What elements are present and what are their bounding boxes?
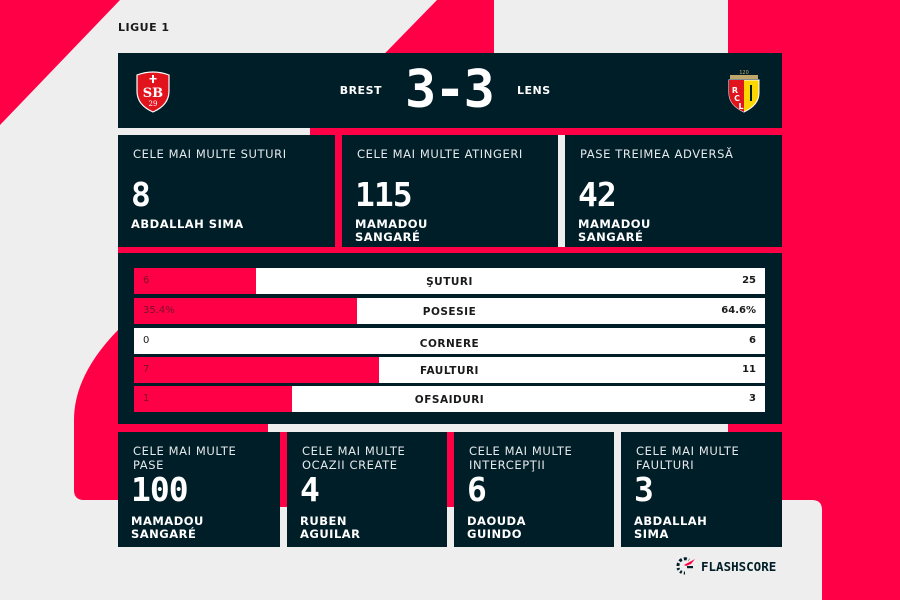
svg-text:SB: SB xyxy=(143,86,163,101)
card-value: 100 xyxy=(131,470,189,509)
lens-crest-icon: 120 R C L xyxy=(728,70,760,113)
player-last-name: SANGARÉ xyxy=(578,230,644,244)
brest-crest-icon: SB 29 xyxy=(136,71,170,113)
svg-text:R: R xyxy=(732,86,738,95)
card-label: CELE MAI MULTE OCAZII CREATE xyxy=(302,444,437,472)
player-first-name: ABDALLAH xyxy=(634,514,708,528)
card-player: ABDALLAH SIMA xyxy=(634,515,707,541)
card-label-line: FAULTURI xyxy=(636,458,695,472)
home-share-bar xyxy=(134,298,358,324)
card-value: 4 xyxy=(300,470,320,509)
stat-card-most-touches: CELE MAI MULTE ATINGERI 115 MAMADOU SANG… xyxy=(342,135,558,247)
stat-card-final-third-passes: PASE TREIMEA ADVERSĂ 42 MAMADOU SANGARÉ xyxy=(565,135,782,247)
team-stats-panel: 6 ŞUTURI 25 35.4% POSESIE 64.6% 0 CORNER… xyxy=(118,253,782,424)
player-first-name: MAMADOU xyxy=(131,514,204,528)
player-first-name: MAMADOU xyxy=(355,217,428,231)
card-label-line: CELE MAI MULTE PASE xyxy=(133,444,237,472)
home-share-bar xyxy=(134,268,257,294)
card-label: CELE MAI MULTE FAULTURI xyxy=(636,444,772,472)
flashscore-brand: FLASHSCORE xyxy=(675,556,776,576)
card-player: MAMADOU SANGARÉ xyxy=(355,218,428,244)
stat-row-shots: 6 ŞUTURI 25 xyxy=(134,268,765,294)
stat-card-most-interceptions: CELE MAI MULTE INTERCEPŢII 6 DAOUDA GUIN… xyxy=(454,432,614,547)
player-last-name: SANGARÉ xyxy=(131,527,197,541)
stat-row-offsides: 1 OFSAIDURI 3 xyxy=(134,386,765,412)
stat-row-corners: 0 CORNERE 6 xyxy=(134,328,765,354)
stat-card-most-passes: CELE MAI MULTE PASE 100 MAMADOU SANGARÉ xyxy=(118,432,280,547)
stat-label: POSESIE xyxy=(422,306,477,318)
home-value: 0 xyxy=(143,335,150,346)
home-team-name: BREST xyxy=(339,84,382,97)
card-label-line: CELE MAI MULTE xyxy=(469,444,573,458)
away-value: 25 xyxy=(742,275,756,286)
card-player: MAMADOU SANGARÉ xyxy=(578,218,651,244)
svg-text:L: L xyxy=(738,102,743,111)
flashscore-logo-icon xyxy=(676,557,695,575)
stat-card-most-shots: CELE MAI MULTE SUTURI 8 ABDALLAH SIMA xyxy=(118,135,335,247)
away-value: 64.6% xyxy=(721,305,756,316)
card-value: 8 xyxy=(131,175,151,214)
stat-label: FAULTURI xyxy=(420,365,479,377)
stat-row-possession: 35.4% POSESIE 64.6% xyxy=(134,298,765,324)
card-value: 42 xyxy=(578,175,617,214)
card-label: CELE MAI MULTE INTERCEPŢII xyxy=(469,444,604,472)
player-last-name: GUINDO xyxy=(467,527,523,541)
card-label-line: INTERCEPŢII xyxy=(469,458,546,472)
away-value: 6 xyxy=(749,335,756,346)
away-team-name: LENS xyxy=(517,84,551,97)
player-first-name: MAMADOU xyxy=(578,217,651,231)
card-value: 3 xyxy=(634,470,654,509)
card-label-line: CELE MAI MULTE xyxy=(636,444,740,458)
card-label: CELE MAI MULTE SUTURI xyxy=(133,147,287,161)
score: 3-3 xyxy=(405,60,495,120)
card-player: RUBEN AGUILAR xyxy=(300,515,361,541)
svg-text:29: 29 xyxy=(149,100,158,108)
away-value: 11 xyxy=(742,364,756,375)
stat-label: ŞUTURI xyxy=(426,276,473,288)
player-last-name: SANGARÉ xyxy=(355,230,421,244)
svg-text:120: 120 xyxy=(739,70,749,76)
player-last-name: AGUILAR xyxy=(300,527,361,541)
competition-title: LIGUE 1 xyxy=(118,21,170,34)
card-value: 6 xyxy=(467,470,487,509)
card-label: CELE MAI MULTE ATINGERI xyxy=(357,147,523,161)
home-value: 6 xyxy=(143,275,150,286)
stat-row-fouls: 7 FAULTURI 11 xyxy=(134,357,765,383)
home-share-bar xyxy=(134,386,292,412)
stat-card-most-fouls: CELE MAI MULTE FAULTURI 3 ABDALLAH SIMA xyxy=(621,432,782,547)
player-last-name: SIMA xyxy=(634,527,669,541)
home-value: 35.4% xyxy=(143,305,175,316)
card-player: MAMADOU SANGARÉ xyxy=(131,515,204,541)
player-first-name: DAOUDA xyxy=(467,514,527,528)
home-value: 7 xyxy=(143,364,150,375)
home-value: 1 xyxy=(143,393,150,404)
card-player: DAOUDA GUINDO xyxy=(467,515,526,541)
svg-text:C: C xyxy=(734,94,740,103)
stat-card-most-chances-created: CELE MAI MULTE OCAZII CREATE 4 RUBEN AGU… xyxy=(287,432,447,547)
brand-name: FLASHSCORE xyxy=(701,558,777,574)
home-share-bar xyxy=(134,357,380,383)
card-label-line: OCAZII CREATE xyxy=(302,458,398,472)
card-value: 115 xyxy=(355,175,413,214)
card-label: CELE MAI MULTE PASE xyxy=(133,444,270,472)
player-first-name: RUBEN xyxy=(300,514,347,528)
card-player: ABDALLAH SIMA xyxy=(131,217,244,231)
stat-label: CORNERE xyxy=(419,338,480,350)
card-label-line: CELE MAI MULTE xyxy=(302,444,406,458)
away-value: 3 xyxy=(749,393,756,404)
stat-label: OFSAIDURI xyxy=(414,394,485,406)
match-header: SB 29 BREST 3-3 LENS 120 R C L xyxy=(118,53,782,128)
card-label: PASE TREIMEA ADVERSĂ xyxy=(580,147,734,161)
